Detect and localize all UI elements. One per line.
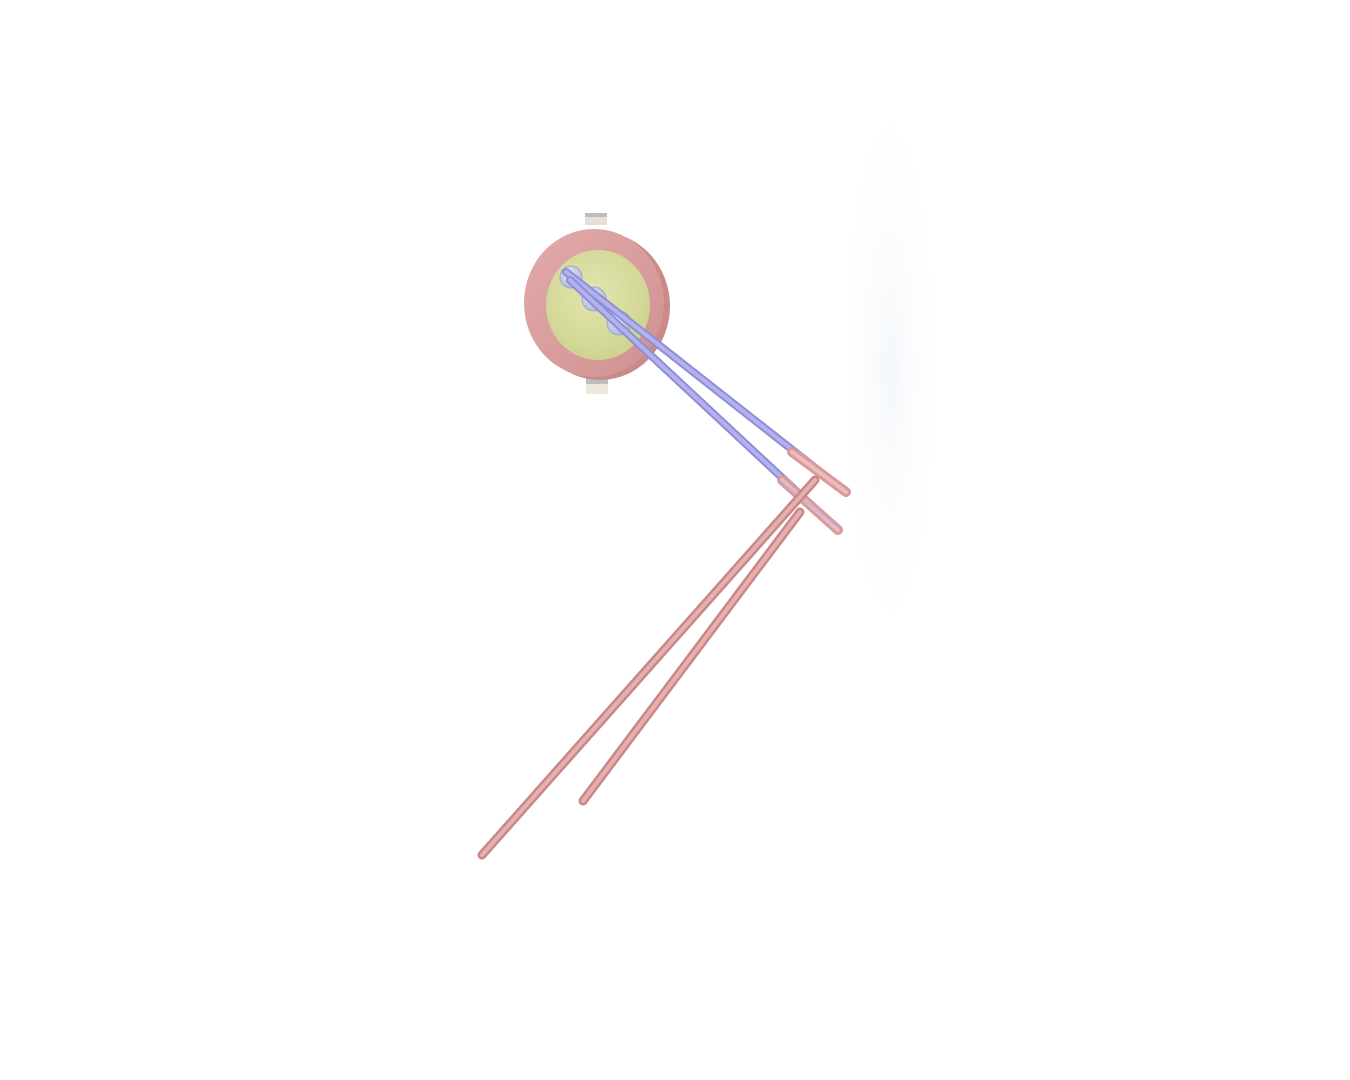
pink-legs [477,475,820,860]
rod-couplers [777,447,851,535]
bottom-bracket [586,378,608,394]
top-bracket [585,213,607,225]
background-glare [835,70,945,670]
